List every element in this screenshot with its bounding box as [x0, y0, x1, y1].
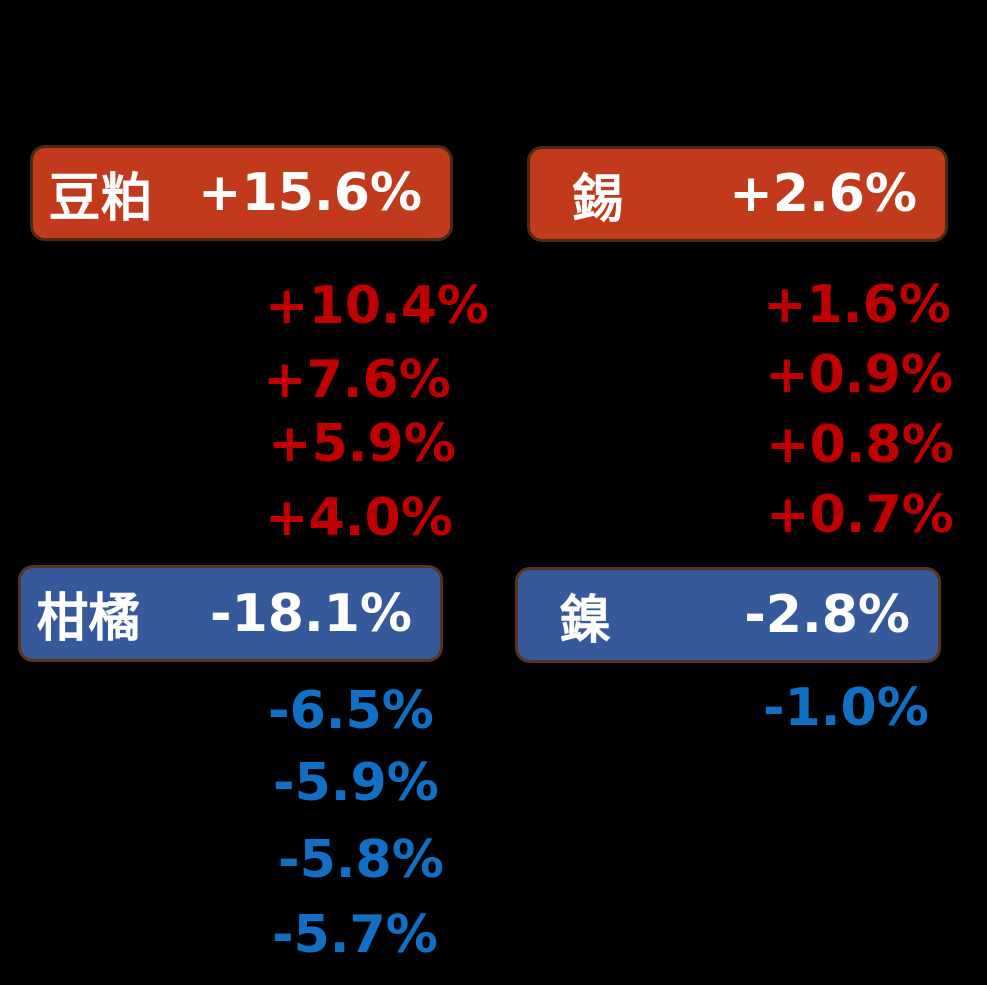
gainer-item-value: +0.9%	[765, 345, 953, 405]
loser-leader-badge-left: 柑橘 -18.1%	[18, 565, 443, 662]
loser-leader-change: -18.1%	[210, 583, 412, 644]
loser-leader-name: 鎳	[559, 590, 612, 651]
loser-leader-badge-right: 鎳 -2.8%	[515, 567, 941, 663]
loser-item-value: -5.9%	[273, 753, 439, 813]
gainer-item-value: +1.6%	[763, 275, 951, 335]
gainer-leader-badge-right: 錫 +2.6%	[527, 146, 948, 242]
gainer-leader-change: +15.6%	[198, 163, 422, 223]
loser-leader-name: 柑橘	[36, 589, 141, 649]
gainer-leader-badge-left: 豆粕 +15.6%	[30, 145, 453, 241]
gainer-item-value: +0.7%	[766, 485, 954, 545]
loser-item-value: -1.0%	[763, 678, 929, 738]
gainer-item-value: +5.9%	[268, 414, 456, 474]
gainer-leader-name: 錫	[571, 169, 624, 230]
loser-leader-change: -2.8%	[744, 585, 910, 645]
gainer-item-value: +10.4%	[265, 276, 489, 336]
loser-item-value: -6.5%	[268, 681, 434, 741]
gainer-leader-name: 豆粕	[48, 168, 153, 229]
gainer-item-value: +7.6%	[263, 350, 451, 410]
gainer-item-value: +4.0%	[265, 488, 453, 548]
loser-item-value: -5.7%	[272, 905, 438, 965]
gainer-item-value: +0.8%	[766, 415, 954, 475]
loser-item-value: -5.8%	[278, 830, 444, 890]
gainer-leader-change: +2.6%	[729, 164, 917, 224]
